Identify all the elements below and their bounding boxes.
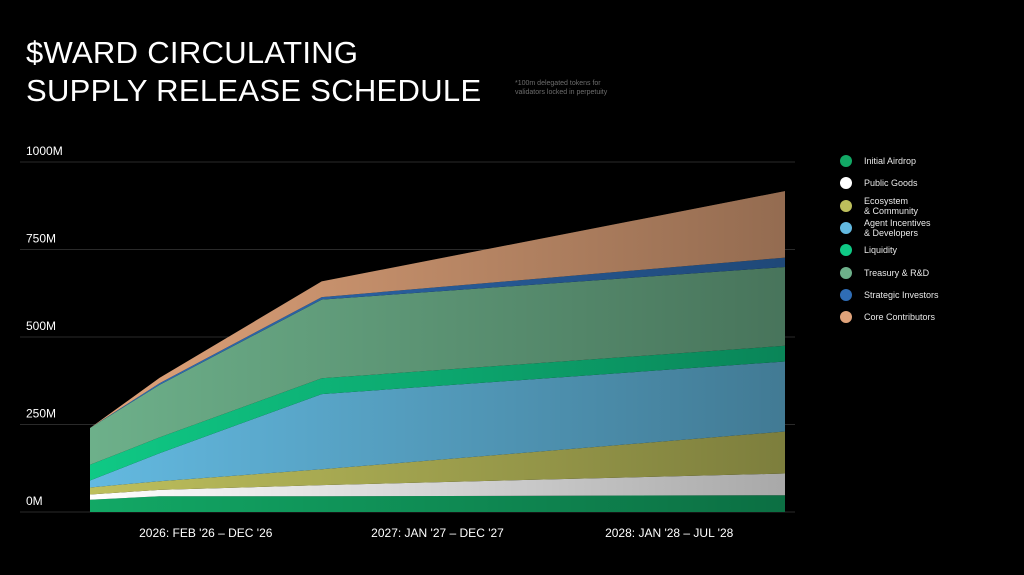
legend-swatch xyxy=(840,222,852,235)
legend-item-agent-incentives-developers: Agent Incentives & Developers xyxy=(840,217,1020,239)
area-layers xyxy=(90,191,785,512)
y-tick-label: 250M xyxy=(26,407,56,421)
y-tick-label: 0M xyxy=(26,494,43,508)
y-axis-ticks: 0M 250M 500M 750M 1000M xyxy=(26,144,63,508)
legend-item-public-goods: Public Goods xyxy=(840,172,1020,194)
legend-label: Core Contributors xyxy=(864,312,936,323)
legend-label: Liquidity xyxy=(864,245,898,256)
chart-title: $WARD CIRCULATING SUPPLY RELEASE SCHEDUL… xyxy=(26,34,481,110)
legend-label: Ecosystem & Community xyxy=(864,195,919,216)
area-shading xyxy=(90,191,785,512)
y-tick-label: 750M xyxy=(26,232,56,246)
legend-swatch xyxy=(840,288,852,301)
x-category-label: 2028: JAN '28 – JUL '28 xyxy=(605,526,734,540)
legend-item-liquidity: Liquidity xyxy=(840,239,1020,261)
x-axis-categories: 2026: FEB '26 – DEC '26 2027: JAN '27 – D… xyxy=(139,526,733,540)
legend: Initial Airdrop Public Goods Ecosystem & C… xyxy=(840,150,1020,328)
legend-swatch xyxy=(840,244,852,257)
legend-item-treasury-r-d: Treasury & R&D xyxy=(840,261,1020,283)
legend-label: Treasury & R&D xyxy=(864,267,930,278)
chart-title-line-2: SUPPLY RELEASE SCHEDULE xyxy=(26,73,482,108)
legend-item-core-contributors: Core Contributors xyxy=(840,306,1020,328)
y-tick-label: 1000M xyxy=(26,144,63,158)
legend-label: Initial Airdrop xyxy=(864,156,917,167)
chart-title-line-1: $WARD CIRCULATING xyxy=(26,35,359,70)
y-tick-label: 500M xyxy=(26,319,56,333)
x-category-label: 2026: FEB '26 – DEC '26 xyxy=(139,526,273,540)
legend-label: Public Goods xyxy=(864,178,918,189)
legend-label: Strategic Investors xyxy=(864,289,939,300)
legend-swatch xyxy=(840,199,852,212)
x-category-label: 2027: JAN '27 – DEC '27 xyxy=(371,526,504,540)
legend-item-strategic-investors: Strategic Investors xyxy=(840,284,1020,306)
legend-swatch xyxy=(840,155,852,168)
legend-label: Agent Incentives & Developers xyxy=(864,218,931,239)
legend-swatch xyxy=(840,266,852,279)
legend-swatch xyxy=(840,177,852,190)
legend-item-initial-airdrop: Initial Airdrop xyxy=(840,150,1020,172)
footnote: *100m delegated tokens for validators lo… xyxy=(515,80,608,96)
legend-item-ecosystem-community: Ecosystem & Community xyxy=(840,195,1020,217)
legend-swatch xyxy=(840,311,852,324)
